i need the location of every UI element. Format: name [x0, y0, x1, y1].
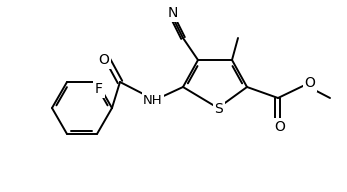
Text: O: O [305, 76, 315, 90]
Text: N: N [168, 6, 178, 20]
Text: O: O [274, 120, 286, 134]
Text: F: F [95, 82, 103, 96]
Text: O: O [99, 53, 109, 67]
Text: NH: NH [143, 94, 163, 107]
Text: S: S [215, 102, 223, 116]
